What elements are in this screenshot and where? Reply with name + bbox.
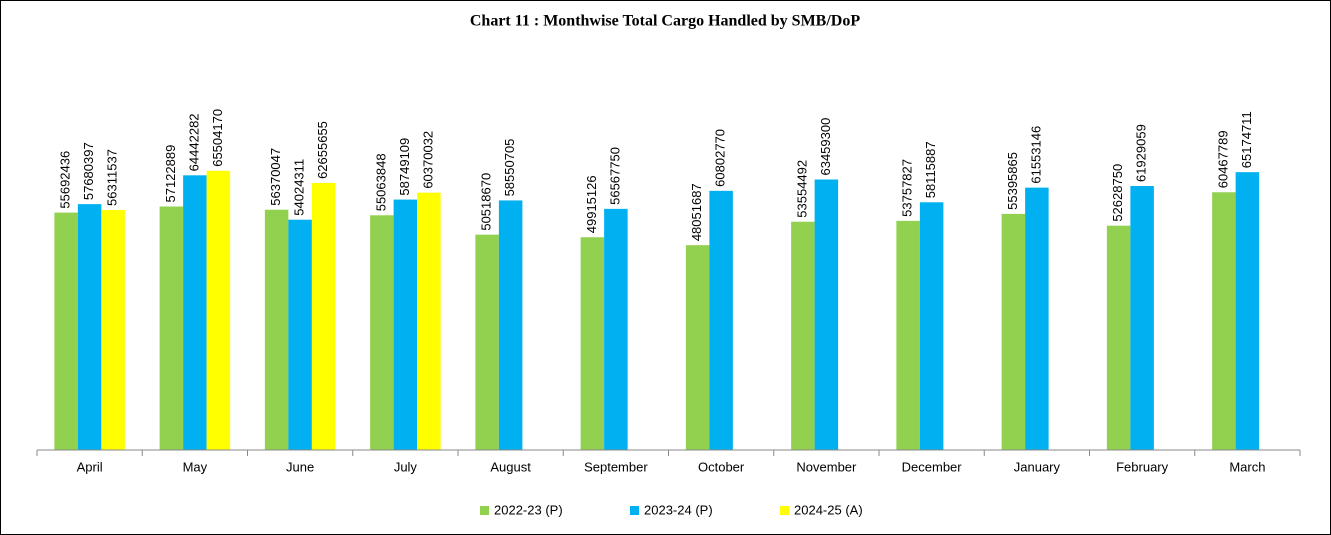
bar <box>1130 186 1154 450</box>
value-label: 63459300 <box>818 118 833 176</box>
x-tick-label: January <box>1014 459 1061 474</box>
value-label: 57122889 <box>163 145 178 203</box>
x-tick-label: December <box>902 459 963 474</box>
bar <box>685 245 710 450</box>
value-label: 65174711 <box>1239 111 1254 168</box>
bar <box>1025 187 1049 451</box>
value-label: 55692436 <box>58 151 73 209</box>
bar <box>1235 172 1260 450</box>
x-tick-label: July <box>394 459 418 474</box>
value-label: 52628750 <box>1110 164 1125 222</box>
value-label: 64442282 <box>186 113 201 171</box>
value-label: 57680397 <box>81 142 96 200</box>
bar <box>370 215 394 450</box>
x-tick-label: March <box>1229 459 1265 474</box>
value-label: 50518670 <box>479 173 494 231</box>
bar <box>206 170 231 450</box>
value-label: 54024311 <box>292 159 307 216</box>
x-tick-label: September <box>584 459 648 474</box>
bar <box>580 237 605 450</box>
bar <box>393 199 418 450</box>
x-tick-label: February <box>1116 459 1169 474</box>
value-label: 61553146 <box>1028 126 1043 184</box>
x-tick-label: August <box>490 459 531 474</box>
chart-title: Chart 11 : Monthwise Total Cargo Handled… <box>470 13 860 30</box>
bar <box>709 190 733 450</box>
bar <box>919 202 944 450</box>
value-label: 53554492 <box>794 160 809 218</box>
value-label: 62655655 <box>315 121 330 179</box>
value-label: 49915126 <box>584 175 599 233</box>
bar <box>1212 192 1236 450</box>
bar <box>264 209 289 450</box>
bar <box>101 209 125 450</box>
bar <box>1001 213 1026 450</box>
bar <box>159 206 184 450</box>
bar <box>311 182 336 450</box>
x-tick-label: October <box>698 459 745 474</box>
value-label: 58115887 <box>923 141 938 198</box>
value-label: 56370047 <box>268 148 283 206</box>
value-label: 65504170 <box>210 109 225 167</box>
value-label: 55395865 <box>1005 152 1020 210</box>
value-label: 58749109 <box>397 138 412 196</box>
legend-label: 2022-23 (P) <box>494 502 563 517</box>
value-label: 58550705 <box>502 139 517 197</box>
value-label: 56311537 <box>105 149 120 206</box>
value-label: 60802770 <box>713 129 728 187</box>
bar <box>417 192 441 451</box>
value-label: 48051687 <box>689 183 704 241</box>
value-label: 55063848 <box>373 153 388 211</box>
bar <box>288 219 312 450</box>
value-label: 53757827 <box>900 159 915 217</box>
value-label: 60370032 <box>420 131 435 189</box>
bar <box>475 234 499 450</box>
x-tick-label: June <box>286 459 314 474</box>
bar <box>54 212 78 450</box>
value-label: 60467789 <box>1215 130 1230 188</box>
legend-label: 2024-25 (A) <box>794 502 863 517</box>
bar <box>604 208 628 450</box>
value-label: 56567750 <box>607 147 622 205</box>
value-label: 61929059 <box>1134 124 1149 182</box>
bar <box>1106 225 1131 450</box>
bar <box>183 175 207 451</box>
x-tick-label: November <box>796 459 857 474</box>
legend-swatch <box>480 506 489 515</box>
bar <box>791 221 815 450</box>
bar <box>814 179 839 450</box>
legend-swatch <box>630 506 639 515</box>
bar <box>896 220 920 450</box>
bar <box>498 200 523 450</box>
legend-swatch <box>780 506 789 515</box>
x-tick-label: May <box>183 459 208 474</box>
x-tick-label: April <box>77 459 103 474</box>
bar <box>77 204 102 450</box>
legend-label: 2023-24 (P) <box>644 502 713 517</box>
